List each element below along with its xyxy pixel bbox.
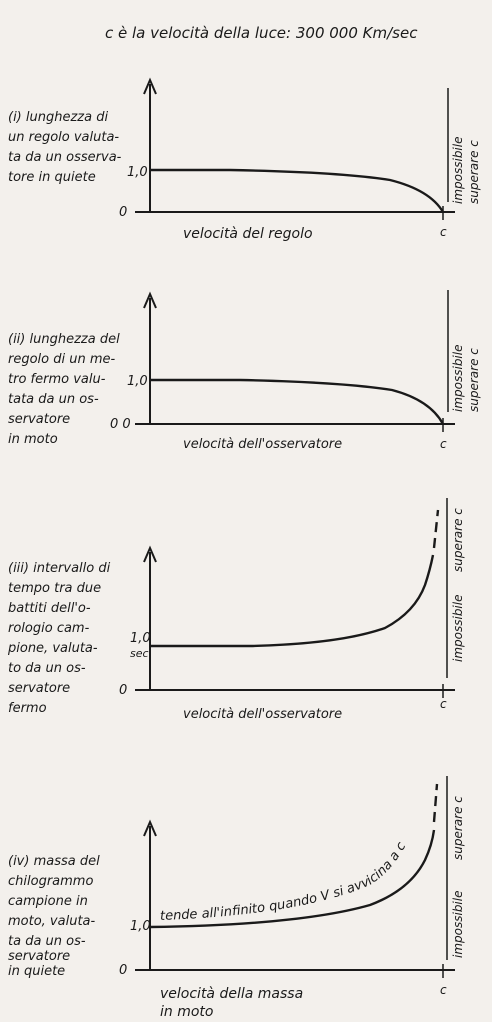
panel-4-line-2: chilogrammo [8, 874, 93, 889]
panel-3-side-label-2: superare c [451, 508, 465, 572]
panel-3-asymptote-dashes [432, 509, 440, 549]
panel-4-line-4: moto, valuta- [8, 914, 96, 929]
panel-1-x-label: velocità del regolo [183, 226, 313, 242]
panel-1-curve [150, 168, 445, 213]
panel-1-side-label-1: impossibile [451, 137, 465, 205]
panel-4-annotation-text: tende all'infinito quando V si avvicina … [160, 840, 410, 924]
panel-1-description: (i) lunghezza di un regolo valuta- ta da… [8, 110, 126, 185]
panel-3-line-2: tempo tra due [8, 581, 101, 596]
panel-4-description: (iv) massa del chilogrammo campione in m… [8, 854, 104, 979]
panel-2-line-3: tro fermo valu- [8, 372, 106, 387]
panel-3-line-8: fermo [8, 701, 47, 716]
panel-2-line-1: (ii) lunghezza del [8, 332, 120, 347]
panel-2-zero-label: 0 0 [110, 417, 131, 432]
panel-3-line-3: battiti dell'o- [8, 601, 91, 616]
panel-4-curve [149, 829, 436, 929]
panel-3-line-6: to da un os- [8, 661, 86, 676]
panel-2-line-4: tata da un os- [8, 392, 99, 407]
panel-1-line-1: (i) lunghezza di [8, 110, 108, 125]
panel-3-line-4: rologio cam- [8, 621, 90, 636]
panel-1: (i) lunghezza di un regolo valuta- ta da… [8, 77, 481, 242]
panel-3-y-unit-label: sec [130, 647, 149, 660]
panel-4-line-7: in quiete [8, 964, 65, 979]
panel-2-c-label: c [440, 437, 447, 451]
panel-1-line-2: un regolo valuta- [8, 130, 119, 145]
panel-4-y-value-label: 1,0 [130, 919, 151, 934]
panel-3-y-value-label: 1,0 [130, 631, 151, 646]
panel-4-x-label-2: in moto [160, 1004, 213, 1020]
panel-2-line-2: regolo di un me- [8, 352, 116, 367]
panel-1-line-3: ta da un osserva- [8, 150, 122, 165]
panel-3-c-label: c [440, 697, 447, 711]
panel-4: (iv) massa del chilogrammo campione in m… [8, 776, 465, 1020]
panel-4-line-6: servatore [8, 949, 70, 964]
panel-2-line-5: servatore [8, 412, 70, 427]
panel-4-zero-label: 0 [119, 963, 127, 978]
panel-4-line-1: (iv) massa del [8, 854, 100, 869]
panel-2-x-label: velocità dell'osservatore [183, 437, 342, 452]
panel-3-description: (iii) intervallo di tempo tra due battit… [7, 561, 114, 716]
panel-1-side-label-2: superare c [467, 140, 481, 204]
panel-2-curve [150, 378, 445, 425]
panel-3-line-1: (iii) intervallo di [8, 561, 111, 576]
panel-2: (ii) lunghezza del regolo di un me- tro … [8, 290, 481, 452]
panel-3: (iii) intervallo di tempo tra due battit… [7, 498, 465, 722]
panel-1-line-4: tore in quiete [8, 170, 96, 185]
panel-4-y-arrow [143, 819, 157, 837]
panel-1-y-arrow [143, 77, 157, 95]
panel-2-y-value-label: 1,0 [127, 374, 148, 389]
panel-3-line-7: servatore [8, 681, 70, 696]
panel-1-y-value-label: 1,0 [127, 165, 148, 180]
panel-2-line-6: in moto [8, 432, 58, 447]
panel-4-line-5: ta da un os- [8, 934, 86, 949]
panel-3-y-arrow [143, 545, 157, 563]
panel-3-curve [150, 554, 435, 648]
panel-4-c-label: c [440, 983, 447, 997]
panel-3-line-5: pione, valuta- [7, 641, 98, 656]
panel-4-line-3: campione in [8, 894, 88, 909]
panel-3-zero-label: 0 [119, 683, 127, 698]
panel-4-annotation: tende all'infinito quando V si avvicina … [160, 840, 410, 924]
panel-2-description: (ii) lunghezza del regolo di un me- tro … [8, 332, 124, 447]
panel-2-side-label-2: superare c [467, 348, 481, 412]
panel-4-x-label-1: velocità della massa [160, 986, 303, 1002]
panel-4-asymptote-dashes [432, 783, 439, 823]
page-title: c è la velocità della luce: 300 000 Km/s… [105, 24, 418, 42]
panel-2-side-label-1: impossibile [451, 345, 465, 413]
panel-1-zero-label: 0 [119, 205, 127, 220]
panel-2-y-arrow [143, 291, 157, 309]
panel-3-side-label-1: impossibile [451, 595, 465, 663]
panel-4-side-label-1: impossibile [451, 891, 465, 959]
panel-1-c-label: c [440, 225, 447, 239]
panel-4-side-label-2: superare c [451, 796, 465, 860]
panel-3-x-label: velocità dell'osservatore [183, 707, 342, 722]
